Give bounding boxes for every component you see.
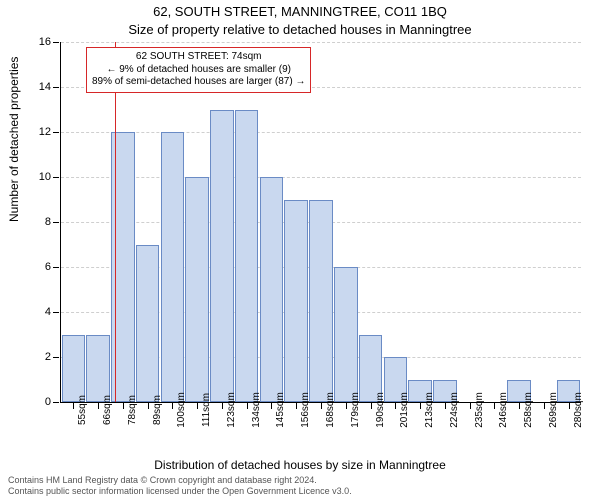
y-tick-label: 2 — [45, 351, 51, 363]
x-tick — [271, 403, 272, 409]
x-tick — [420, 403, 421, 409]
plot-area: 024681012141655sqm66sqm78sqm89sqm100sqm1… — [60, 42, 581, 403]
x-axis-label: Distribution of detached houses by size … — [0, 458, 600, 472]
y-tick — [53, 177, 59, 178]
x-tick — [470, 403, 471, 409]
annotation-box: 62 SOUTH STREET: 74sqm← 9% of detached h… — [86, 47, 311, 93]
chart-title-sub: Size of property relative to detached ho… — [0, 22, 600, 37]
y-tick-label: 12 — [39, 126, 51, 138]
y-tick — [53, 267, 59, 268]
x-tick — [247, 403, 248, 409]
y-tick — [53, 87, 59, 88]
x-tick — [222, 403, 223, 409]
annotation-line: ← 9% of detached houses are smaller (9) — [92, 64, 305, 77]
y-tick — [53, 222, 59, 223]
chart-footer: Contains HM Land Registry data © Crown c… — [8, 475, 352, 497]
footer-line-1: Contains HM Land Registry data © Crown c… — [8, 475, 352, 486]
bar — [235, 110, 259, 403]
x-tick — [519, 403, 520, 409]
x-tick — [296, 403, 297, 409]
x-tick — [148, 403, 149, 409]
bar — [185, 177, 209, 402]
y-tick — [53, 42, 59, 43]
x-tick — [445, 403, 446, 409]
gridline — [61, 132, 581, 133]
x-tick — [321, 403, 322, 409]
x-tick — [73, 403, 74, 409]
bar — [86, 335, 110, 403]
x-tick — [494, 403, 495, 409]
y-tick — [53, 402, 59, 403]
x-tick — [98, 403, 99, 409]
bar — [210, 110, 234, 403]
y-tick-label: 6 — [45, 261, 51, 273]
bar — [62, 335, 86, 403]
y-tick — [53, 132, 59, 133]
gridline — [61, 177, 581, 178]
bar — [284, 200, 308, 403]
x-tick — [123, 403, 124, 409]
bar — [260, 177, 284, 402]
bar — [136, 245, 160, 403]
x-tick — [371, 403, 372, 409]
x-tick — [395, 403, 396, 409]
x-tick — [346, 403, 347, 409]
y-tick-label: 8 — [45, 216, 51, 228]
y-tick — [53, 312, 59, 313]
x-tick — [569, 403, 570, 409]
chart-title-main: 62, SOUTH STREET, MANNINGTREE, CO11 1BQ — [0, 4, 600, 19]
bar — [161, 132, 185, 402]
gridline — [61, 42, 581, 43]
footer-line-2: Contains public sector information licen… — [8, 486, 352, 497]
y-tick-label: 4 — [45, 306, 51, 318]
bar — [334, 267, 358, 402]
y-tick-label: 10 — [39, 171, 51, 183]
x-tick — [172, 403, 173, 409]
x-tick-label: 235sqm — [474, 392, 485, 428]
x-tick-label: 258sqm — [523, 392, 534, 428]
x-tick — [544, 403, 545, 409]
marker-line — [115, 42, 116, 402]
y-tick-label: 14 — [39, 81, 51, 93]
y-axis-label: Number of detached properties — [7, 57, 21, 222]
y-tick-label: 0 — [45, 396, 51, 408]
x-tick-label: 224sqm — [449, 392, 460, 428]
y-tick-label: 16 — [39, 36, 51, 48]
annotation-line: 62 SOUTH STREET: 74sqm — [92, 51, 305, 64]
annotation-line: 89% of semi-detached houses are larger (… — [92, 76, 305, 89]
chart-container: 62, SOUTH STREET, MANNINGTREE, CO11 1BQ … — [0, 0, 600, 500]
y-tick — [53, 357, 59, 358]
x-tick-label: 280sqm — [573, 392, 584, 428]
x-tick — [197, 403, 198, 409]
bar — [309, 200, 333, 403]
